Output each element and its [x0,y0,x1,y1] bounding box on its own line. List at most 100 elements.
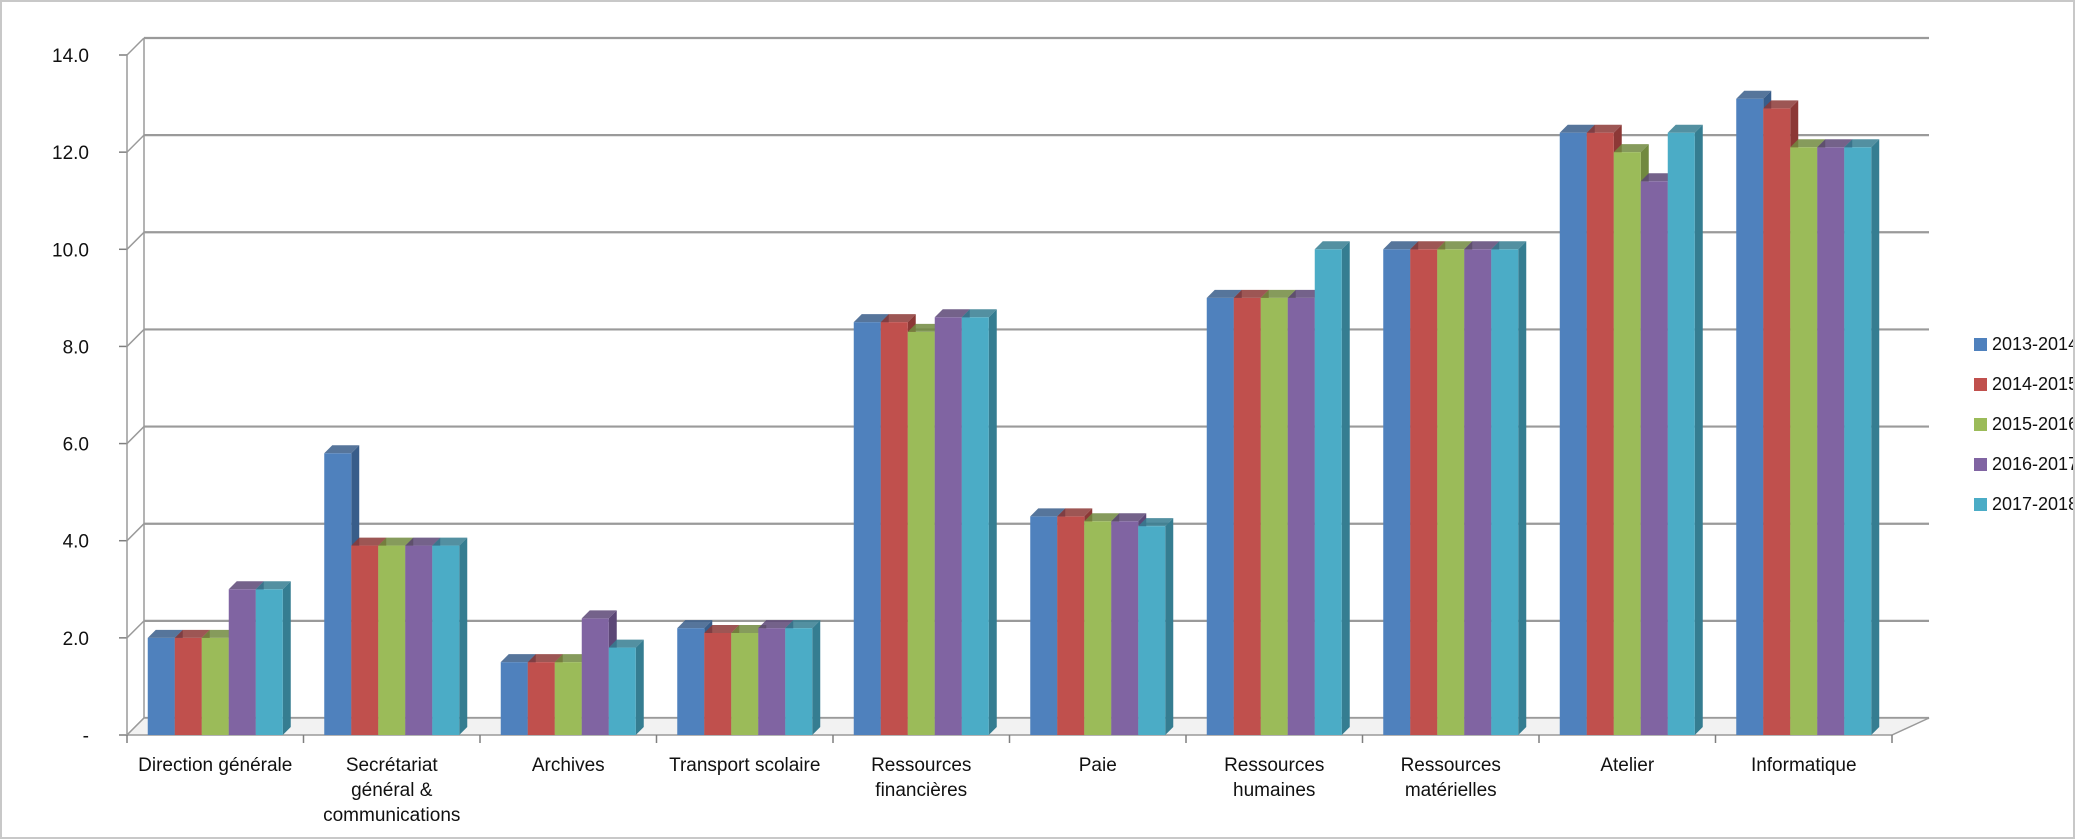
bar [351,545,379,735]
bar [1586,132,1614,735]
y-tick-label: 14.0 [52,46,89,67]
legend-swatch [1974,498,1987,511]
x-tick-label-line: général & [351,780,433,801]
bar [1383,249,1411,736]
bar-top [581,610,617,619]
bar-side [459,537,468,735]
bar-top [1233,289,1269,298]
x-tick-label-line: Transport scolaire [669,755,820,776]
bar [581,618,609,735]
bar-top [1206,289,1242,298]
bar-top [1667,124,1703,133]
gridline-depth [126,134,145,153]
bar-top [934,309,970,318]
bar-top [527,654,563,663]
bar-top [1586,124,1622,133]
bar-top [608,639,644,648]
x-tick-label: Archives [532,755,605,776]
y-tick-label: 6.0 [63,435,89,456]
bar-side [1165,518,1174,735]
bar-side [812,620,821,735]
bar-side [1518,241,1527,736]
bar-top [907,323,943,332]
bar [1057,516,1085,735]
x-tick-label: Atelier [1600,755,1655,776]
x-tick-label-line: Ressources [871,755,971,776]
x-tick-label-line: humaines [1233,780,1315,801]
bar [1138,526,1166,735]
x-tick-label: Informatique [1751,755,1857,776]
bar [1763,108,1791,735]
x-tick-label: Paie [1079,755,1117,776]
bar [853,322,881,735]
gridline-depth [126,37,145,56]
gridline-depth [126,620,145,639]
bar [1817,147,1845,736]
legend-swatch [1974,418,1987,431]
x-tick-label-line: Ressources [1224,755,1324,776]
y-tick-label: 2.0 [63,629,89,650]
bar-top [758,620,794,629]
bar [1410,249,1438,736]
x-tick-label: Direction générale [138,755,292,776]
x-tick-label-line: communications [323,805,460,826]
gridline-depth [126,523,145,542]
bar [1084,521,1112,735]
bar [500,662,528,735]
bar [608,647,636,735]
bar [228,589,256,735]
bar [1640,181,1668,736]
bar-top [1030,508,1066,517]
bar-side [988,309,997,735]
bar [1314,249,1342,736]
gridline-depth [126,231,145,250]
y-tick-label: - [83,726,89,747]
bar [1437,249,1465,736]
bar-top [1491,241,1527,250]
bar-top [1410,241,1446,250]
legend-label: 2014-2015 [1992,374,2073,394]
x-tick-label-line: Archives [532,755,605,776]
bar [1491,249,1519,736]
bar-top [147,629,183,638]
y-tick-label: 4.0 [63,532,89,553]
bar [432,545,460,735]
bar-side [635,639,644,735]
bar [1790,147,1818,736]
legend-label: 2013-2014 [1992,334,2073,354]
bar [1613,152,1641,736]
x-tick-label-line: Informatique [1751,755,1857,776]
bar [961,317,989,735]
bar [1030,516,1058,735]
bar-top [853,314,889,323]
x-tick-label-line: Atelier [1600,755,1655,776]
bar [1844,147,1872,736]
bar-top [405,537,441,546]
bar-side [1694,124,1703,735]
bar-top [324,445,360,454]
legend-label: 2015-2016 [1992,414,2073,434]
bar [1736,98,1764,735]
bar-top [1464,241,1500,250]
bar-top [1640,173,1676,182]
bar [174,637,202,735]
bar-top [1559,124,1595,133]
bar-top [1057,508,1093,517]
x-tick-label-line: matérielles [1405,780,1497,801]
bar [731,633,759,735]
bar-top [1138,518,1174,527]
gridline-depth [126,328,145,347]
bar-top [880,314,916,323]
bar-top [731,625,767,633]
bar [1464,249,1492,736]
bar [880,322,908,735]
bar [405,545,433,735]
bar [255,589,283,735]
bar-top [1817,139,1853,148]
bar-top [1287,289,1323,298]
bar-top [704,625,740,633]
bar-side [282,581,291,735]
bar-side [1341,241,1350,736]
bar [1559,132,1587,735]
